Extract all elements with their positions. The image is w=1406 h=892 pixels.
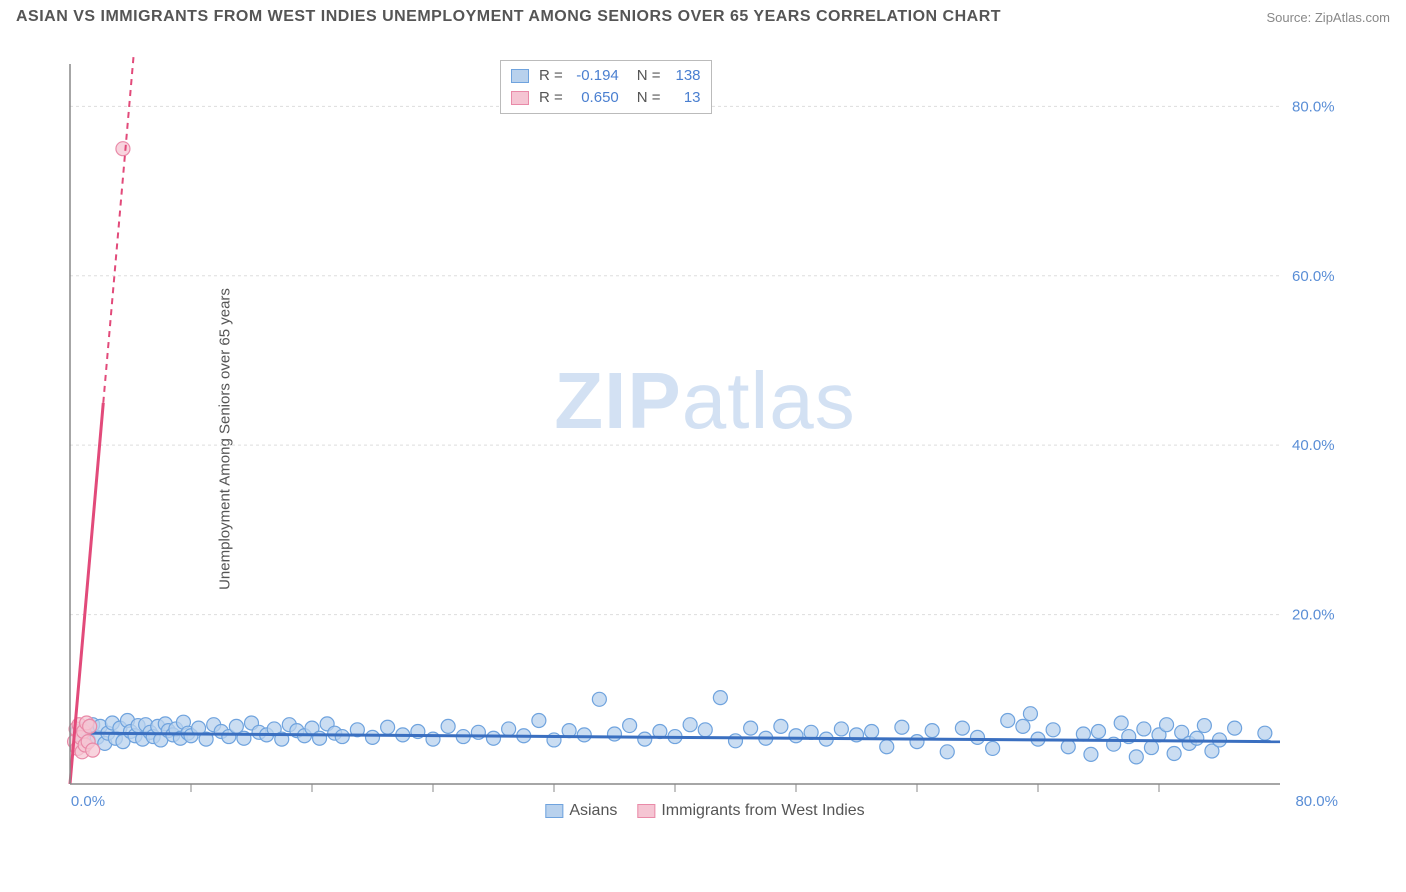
data-point xyxy=(986,741,1000,755)
data-point xyxy=(1228,721,1242,735)
y-tick-label: 60.0% xyxy=(1292,268,1335,285)
data-point xyxy=(335,730,349,744)
stat-n-label: N = xyxy=(637,65,661,87)
data-point xyxy=(789,729,803,743)
data-point xyxy=(83,719,97,733)
stat-n-value: 138 xyxy=(667,65,701,87)
data-point xyxy=(441,719,455,733)
stat-r-label: R = xyxy=(539,65,563,87)
data-point xyxy=(592,692,606,706)
data-point xyxy=(683,718,697,732)
data-point xyxy=(577,728,591,742)
series-swatch xyxy=(511,91,529,105)
data-point xyxy=(1258,726,1272,740)
data-point xyxy=(1114,716,1128,730)
data-point xyxy=(729,734,743,748)
stat-n-value: 13 xyxy=(667,87,701,109)
legend-label: Asians xyxy=(569,802,617,820)
stat-n-label: N = xyxy=(637,87,661,109)
data-point xyxy=(774,719,788,733)
data-point xyxy=(623,719,637,733)
legend-label: Immigrants from West Indies xyxy=(661,802,864,820)
data-point xyxy=(1046,723,1060,737)
data-point xyxy=(1001,713,1015,727)
data-point xyxy=(744,721,758,735)
y-tick-label: 20.0% xyxy=(1292,607,1335,624)
legend-swatch xyxy=(545,804,563,818)
data-point xyxy=(865,724,879,738)
chart-area: Unemployment Among Seniors over 65 years… xyxy=(60,54,1350,824)
scatter-plot: 20.0% 40.0% 60.0% 80.0% 0.0% 80.0% xyxy=(60,54,1350,824)
correlation-stats-box: R = -0.194 N = 138 R = 0.650 N = 13 xyxy=(500,60,712,114)
data-point xyxy=(971,730,985,744)
data-point xyxy=(880,740,894,754)
stat-r-value: -0.194 xyxy=(569,65,619,87)
data-point xyxy=(910,735,924,749)
stat-r-label: R = xyxy=(539,87,563,109)
legend-item: Asians xyxy=(545,802,617,820)
data-point xyxy=(502,722,516,736)
data-point xyxy=(1084,747,1098,761)
x-end-label: 80.0% xyxy=(1295,793,1338,810)
data-point xyxy=(1129,750,1143,764)
data-point xyxy=(1137,722,1151,736)
data-point xyxy=(925,724,939,738)
y-tick-label: 40.0% xyxy=(1292,437,1335,454)
data-point xyxy=(834,722,848,736)
data-point xyxy=(366,730,380,744)
data-point xyxy=(895,720,909,734)
data-point xyxy=(1092,724,1106,738)
data-point xyxy=(638,732,652,746)
y-tick-label: 80.0% xyxy=(1292,98,1335,115)
legend-swatch xyxy=(637,804,655,818)
data-point xyxy=(1167,747,1181,761)
data-point xyxy=(940,745,954,759)
data-point xyxy=(955,721,969,735)
chart-source: Source: ZipAtlas.com xyxy=(1266,10,1390,25)
data-point xyxy=(381,720,395,734)
data-point xyxy=(86,743,100,757)
chart-header: ASIAN VS IMMIGRANTS FROM WEST INDIES UNE… xyxy=(0,0,1406,30)
data-point xyxy=(713,691,727,705)
data-point xyxy=(1016,719,1030,733)
stats-row: R = -0.194 N = 138 xyxy=(511,65,701,87)
data-point xyxy=(1144,741,1158,755)
data-point xyxy=(1190,731,1204,745)
data-point xyxy=(1023,707,1037,721)
data-point xyxy=(487,731,501,745)
data-point xyxy=(608,727,622,741)
data-point xyxy=(532,713,546,727)
stats-row: R = 0.650 N = 13 xyxy=(511,87,701,109)
data-point xyxy=(1197,719,1211,733)
legend-item: Immigrants from West Indies xyxy=(637,802,864,820)
data-point xyxy=(698,723,712,737)
data-point xyxy=(116,142,130,156)
stat-r-value: 0.650 xyxy=(569,87,619,109)
series-legend: Asians Immigrants from West Indies xyxy=(545,802,864,820)
origin-label: 0.0% xyxy=(71,793,105,810)
data-point xyxy=(1061,740,1075,754)
series-swatch xyxy=(511,69,529,83)
chart-title: ASIAN VS IMMIGRANTS FROM WEST INDIES UNE… xyxy=(16,8,1001,26)
data-point xyxy=(1160,718,1174,732)
